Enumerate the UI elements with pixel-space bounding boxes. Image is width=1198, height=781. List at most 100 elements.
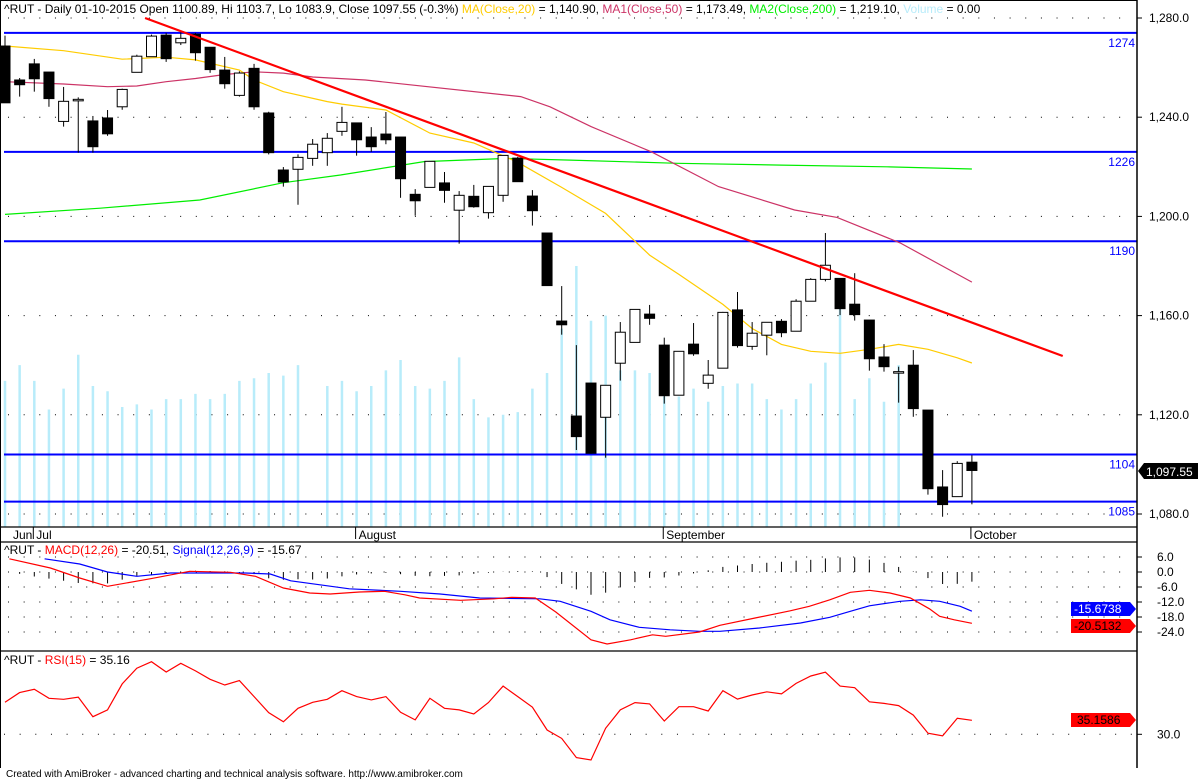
- volume-legend: Volume: [903, 2, 943, 16]
- candle-body-up: [951, 462, 963, 498]
- candlestick: [732, 292, 743, 348]
- candlestick: [834, 277, 846, 316]
- signal-badge-text: -15.6738: [1074, 602, 1122, 616]
- candle-body-down: [263, 112, 275, 154]
- candlestick: [146, 34, 157, 58]
- candlestick: [790, 299, 802, 332]
- candle-body-up: [805, 278, 817, 302]
- candle-body-down: [0, 45, 11, 104]
- candle-body-down: [439, 182, 450, 191]
- x-axis-label: September: [666, 528, 725, 542]
- candle-body-down: [277, 169, 289, 183]
- candle-body-down: [775, 320, 787, 334]
- candle-body-up: [482, 185, 494, 214]
- candle-body-up: [233, 72, 245, 96]
- candlestick: [351, 122, 363, 156]
- candlestick: [175, 32, 187, 46]
- candlestick: [907, 350, 919, 417]
- candle-body-up: [58, 100, 70, 122]
- x-axis-label: October: [974, 528, 1017, 542]
- candle-body-down: [14, 79, 26, 86]
- candlestick: [526, 190, 538, 226]
- candle-body-down: [409, 193, 421, 202]
- candlestick: [468, 184, 480, 208]
- candlestick: [116, 88, 128, 110]
- ma200-line: [4, 157, 972, 215]
- price-axis-label: 1,120.0: [1149, 408, 1189, 422]
- candlestick: [863, 319, 875, 371]
- candle-body-up: [72, 98, 84, 102]
- candlestick: [14, 78, 26, 97]
- candle-body-up: [336, 121, 348, 132]
- candlestick: [556, 286, 568, 335]
- candlestick: [439, 172, 450, 203]
- candlestick: [673, 350, 685, 396]
- rsi-panel[interactable]: 30.0: [4, 661, 1181, 761]
- candle-body-up: [717, 311, 729, 369]
- rsi-legend: RSI(15): [45, 653, 86, 667]
- x-axis-label: Jun: [13, 528, 32, 542]
- candle-body-down: [585, 382, 597, 454]
- candlestick: [307, 139, 319, 166]
- price-badge-text: 1,097.55: [1146, 465, 1193, 479]
- candlestick: [819, 233, 831, 282]
- candlestick: [497, 154, 509, 202]
- rsi-badge-text: 35.1586: [1077, 713, 1121, 727]
- macd-line: [9, 558, 973, 645]
- candlestick: [614, 322, 626, 381]
- candle-body-down: [189, 33, 201, 54]
- candle-body-down: [248, 67, 260, 108]
- rsi-badge: 35.1586: [1071, 713, 1136, 727]
- candle-body-down: [922, 409, 934, 490]
- trendline: [144, 16, 1064, 358]
- candle-body-down: [365, 136, 377, 148]
- candle-body-down: [204, 46, 216, 71]
- candle-body-down: [878, 356, 890, 368]
- signal-badge: -15.6738: [1071, 602, 1136, 616]
- candle-body-down: [570, 415, 582, 438]
- candle-body-down: [512, 157, 524, 183]
- macd-legend: MACD(12,26): [45, 543, 118, 557]
- candle-body-up: [600, 384, 612, 418]
- candlestick: [702, 359, 714, 389]
- signal-line: [44, 558, 973, 632]
- price-panel[interactable]: 1,280.0 1,240.0 1,200.0 1,160.0 1,120.0 1,080…: [0, 11, 1189, 542]
- support-resistance-label: 1274: [1108, 36, 1135, 50]
- macd-badge: -20.5132: [1071, 619, 1136, 633]
- price-badge: 1,097.55: [1138, 463, 1198, 479]
- candlestick: [233, 71, 245, 97]
- candlestick: [512, 156, 524, 183]
- candle-body-down: [907, 364, 919, 410]
- macd-panel-header: ^RUT - MACD(12,26) = -20.51, Signal(12,2…: [4, 543, 302, 557]
- price-axis-label: 1,080.0: [1149, 507, 1189, 521]
- candlestick: [644, 304, 656, 325]
- candlestick: [58, 86, 70, 127]
- macd-axis-label: -24.0: [1157, 625, 1185, 639]
- candlestick: [937, 470, 949, 517]
- candlestick: [365, 127, 377, 152]
- volume-value: = 0.00: [943, 2, 980, 16]
- candle-body-down: [219, 69, 231, 85]
- candle-body-up: [746, 332, 758, 347]
- candlestick: [409, 189, 421, 216]
- candle-body-down: [102, 117, 114, 135]
- candle-body-up: [453, 194, 465, 211]
- candlestick: [805, 278, 817, 302]
- candle-body-up: [761, 321, 773, 336]
- candle-body-up: [116, 88, 128, 108]
- candlestick: [28, 58, 40, 92]
- price-header-ohlc: ^RUT - Daily 01-10-2015 Open 1100.89, Hi…: [4, 2, 462, 16]
- candlestick: [263, 111, 275, 155]
- candle-body-up: [321, 137, 333, 154]
- candle-body-down: [937, 486, 949, 506]
- candlestick: [292, 154, 304, 205]
- panel-frames: [0, 0, 1138, 768]
- price-axis-label: 1,160.0: [1149, 309, 1189, 323]
- candlestick: [277, 167, 289, 187]
- rsi-axis-label: 30.0: [1157, 727, 1181, 741]
- candlestick: [102, 110, 114, 136]
- macd-panel[interactable]: 6.00.0-6.0-12.0-18.0-24.0: [5, 550, 1185, 645]
- candle-body-up: [131, 55, 143, 73]
- x-axis-label: August: [359, 528, 397, 542]
